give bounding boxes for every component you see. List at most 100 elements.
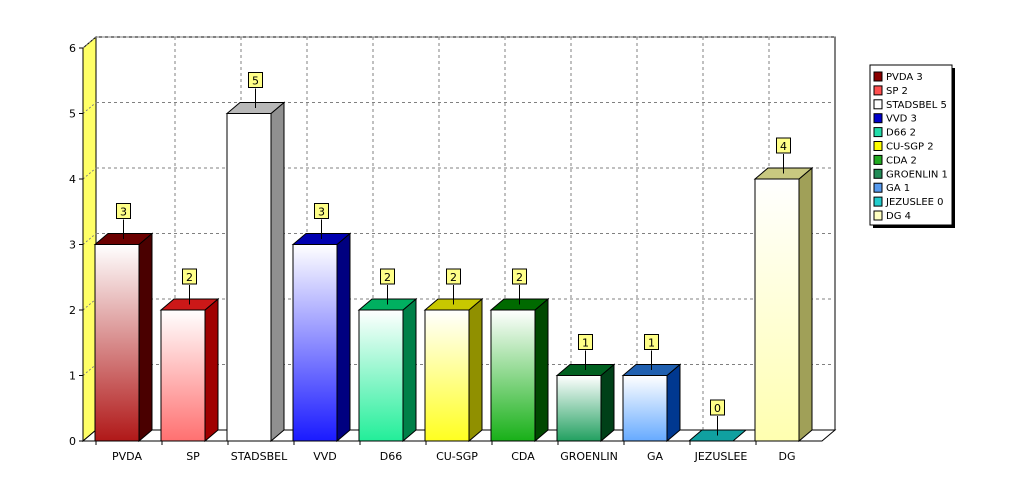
x-tick-label: PVDA xyxy=(112,450,142,463)
legend-swatch xyxy=(873,182,883,193)
bar-side xyxy=(468,297,483,443)
bar-d66 xyxy=(357,297,418,443)
bar-cda xyxy=(489,297,550,443)
data-label-vvd: 3 xyxy=(318,206,325,219)
bars xyxy=(93,101,814,443)
x-tick-label: SP xyxy=(186,450,200,463)
data-label-jezuslee: 0 xyxy=(714,402,721,415)
data-label-box xyxy=(644,334,659,350)
x-tick-label: CDA xyxy=(511,450,535,463)
bar-front xyxy=(94,244,140,442)
x-tick-label: VVD xyxy=(313,450,337,463)
legend-entry: JEZUSLEE 0 xyxy=(885,197,944,208)
data-label-box xyxy=(182,268,197,285)
bar-side xyxy=(402,297,417,443)
bar-dg xyxy=(753,166,814,443)
data-label-box xyxy=(248,72,263,88)
data-label-box xyxy=(380,268,395,285)
x-tick-label: D66 xyxy=(380,450,402,463)
legend-swatch xyxy=(873,210,883,221)
y-tick-label: 2 xyxy=(69,304,76,317)
legend-swatch xyxy=(873,99,883,110)
data-label-stadsbel: 5 xyxy=(252,75,259,88)
legend-entry: PVDA 3 xyxy=(886,72,923,83)
bar-side xyxy=(600,363,615,443)
bar-stadsbel xyxy=(225,101,286,443)
grid-lines xyxy=(82,36,835,430)
bar-front xyxy=(556,375,602,442)
data-label-box xyxy=(446,268,461,285)
gridline-y-left xyxy=(82,233,97,245)
legend-swatch xyxy=(873,113,883,124)
legend-entry: DG 4 xyxy=(886,211,911,222)
y-tick-label: 0 xyxy=(69,435,76,448)
legend-swatch xyxy=(873,85,883,96)
data-label-d66: 2 xyxy=(384,271,391,284)
bar-side xyxy=(138,232,153,443)
bar-pvda xyxy=(93,232,154,443)
legend-swatch xyxy=(873,196,883,207)
gridline-y-left xyxy=(82,364,97,376)
bar-cu-sgp xyxy=(423,297,484,443)
gridline-y-left xyxy=(82,298,97,311)
x-tick-label: DG xyxy=(779,450,796,463)
y-tick-label: 6 xyxy=(69,42,76,55)
bar-side xyxy=(336,232,351,443)
data-label-box xyxy=(314,203,329,219)
data-label-pvda: 3 xyxy=(120,206,127,219)
data-label-cda: 2 xyxy=(516,271,523,284)
bar-side xyxy=(666,363,681,443)
legend-entry: VVD 3 xyxy=(886,114,917,125)
bar-sp xyxy=(159,297,220,443)
bar-side xyxy=(204,297,219,443)
legend-entry: GA 1 xyxy=(886,183,910,194)
data-label-box xyxy=(578,334,593,350)
x-tick-label: CU-SGP xyxy=(436,450,478,463)
legend-swatch xyxy=(873,168,883,179)
legend: PVDA 3 SP 2 STADSBEL 5 VVD 3 D66 2 CU-SGP 2 CD… xyxy=(869,64,955,228)
x-tick-label: GROENLIN xyxy=(560,450,618,463)
legend-entry: D66 2 xyxy=(886,128,916,139)
data-label-ga: 1 xyxy=(648,337,655,350)
bar-front xyxy=(358,309,404,442)
bar-front xyxy=(490,309,536,442)
bar-vvd xyxy=(291,232,352,443)
x-tick-label: JEZUSLEE xyxy=(694,450,748,463)
legend-swatch xyxy=(873,127,883,138)
x-tick-label: GA xyxy=(647,450,664,463)
bar-ga xyxy=(621,363,682,443)
data-label-sp: 2 xyxy=(186,271,193,284)
legend-entry: CDA 2 xyxy=(886,155,917,166)
gridline-y-left xyxy=(82,36,97,49)
bar-front xyxy=(226,113,272,442)
bar-front xyxy=(424,309,470,442)
x-tick-label: STADSBEL xyxy=(231,450,288,463)
bar-front xyxy=(160,309,206,442)
bar-groenlin xyxy=(555,363,616,443)
data-label-cu-sgp: 2 xyxy=(450,271,457,284)
data-label-box xyxy=(116,203,131,219)
legend-box xyxy=(869,64,953,226)
data-label-groenlin: 1 xyxy=(582,337,589,350)
legend-entry: SP 2 xyxy=(886,86,908,97)
gridline-y-left xyxy=(82,167,97,180)
legend-entry: STADSBEL 5 xyxy=(886,100,947,111)
legend-swatch xyxy=(873,141,883,151)
legend-entry: GROENLIN 1 xyxy=(886,169,948,180)
bar-side xyxy=(798,166,813,443)
gridline-y-left xyxy=(82,102,97,114)
data-label-dg: 4 xyxy=(780,140,787,153)
bar-side xyxy=(534,297,549,443)
y-tick-label: 5 xyxy=(69,108,76,121)
bar-front xyxy=(292,244,338,442)
data-labels: 3 2 5 3 2 2 2 1 1 0 4 xyxy=(116,72,791,436)
data-label-box xyxy=(512,268,527,285)
data-label-box xyxy=(776,137,791,154)
bar-side xyxy=(270,101,285,443)
legend-swatch xyxy=(873,154,883,165)
bar-front xyxy=(754,178,800,442)
data-label-box xyxy=(710,399,725,416)
y-tick-label: 3 xyxy=(69,239,76,252)
